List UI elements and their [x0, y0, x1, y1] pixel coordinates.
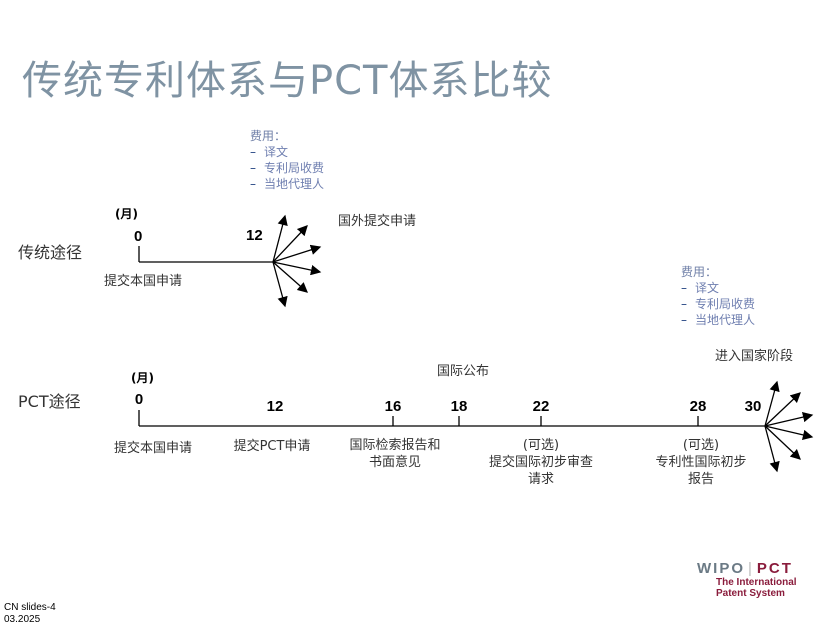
- traditional-start-label: 提交本国申请: [104, 274, 183, 289]
- traditional-unit: (月): [115, 207, 138, 221]
- traditional-end-value: 12: [246, 227, 263, 244]
- fee-item: 译文: [695, 281, 720, 295]
- slide-title: 传统专利体系与PCT体系比较: [22, 58, 553, 104]
- fee-item: 专利局收费: [264, 161, 325, 175]
- footer: CN slides-4 03.2025: [4, 602, 56, 625]
- fee-item: 当地代理人: [695, 313, 756, 327]
- traditional-route-label: 传统途径: [18, 243, 83, 262]
- wipo-pct-logo: WIPO | PCT: [697, 560, 793, 577]
- pct-tick-label: 提交本国申请: [113, 441, 193, 456]
- pct-tick-value: 30: [744, 398, 762, 415]
- national-phase-label: 进入国家阶段: [715, 349, 794, 364]
- publication-label: 国际公布: [437, 364, 490, 379]
- traditional-end-label: 国外提交申请: [338, 214, 417, 229]
- traditional-arrows: [272, 214, 322, 308]
- pct-tick-value: 12: [266, 398, 284, 415]
- pct-route-label: PCT途径: [18, 392, 81, 411]
- fees-heading: 费用：: [250, 129, 287, 143]
- fees-heading: 费用：: [681, 265, 718, 279]
- pct-tick-label: 国际检索报告和 书面意见: [349, 438, 441, 470]
- pct-fees-list: 费用： – 译文 – 专利局收费 – 当地代理人: [681, 265, 756, 327]
- pct-tick-label: 提交PCT申请: [233, 439, 311, 454]
- logo-subtitle: The International Patent System: [716, 577, 797, 599]
- pct-tick-label: (可选) 提交国际初步审查 请求: [488, 438, 594, 487]
- fee-item: 专利局收费: [695, 297, 756, 311]
- pct-unit: (月): [131, 371, 154, 385]
- pct-tick-value: 28: [689, 398, 707, 415]
- pct-tick-value: 18: [450, 398, 468, 415]
- traditional-start-value: 0: [134, 228, 143, 245]
- traditional-fees-list: 费用： – 译文 – 专利局收费 – 当地代理人: [250, 129, 325, 191]
- pct-tick-label: (可选) 专利性国际初步 报告: [655, 438, 747, 487]
- fee-item: 当地代理人: [264, 177, 325, 191]
- pct-tick-value: 0: [134, 391, 144, 408]
- pct-arrows: [764, 380, 814, 473]
- pct-tick-value: 22: [532, 398, 550, 415]
- fee-item: 译文: [264, 145, 289, 159]
- pct-tick-value: 16: [384, 398, 402, 415]
